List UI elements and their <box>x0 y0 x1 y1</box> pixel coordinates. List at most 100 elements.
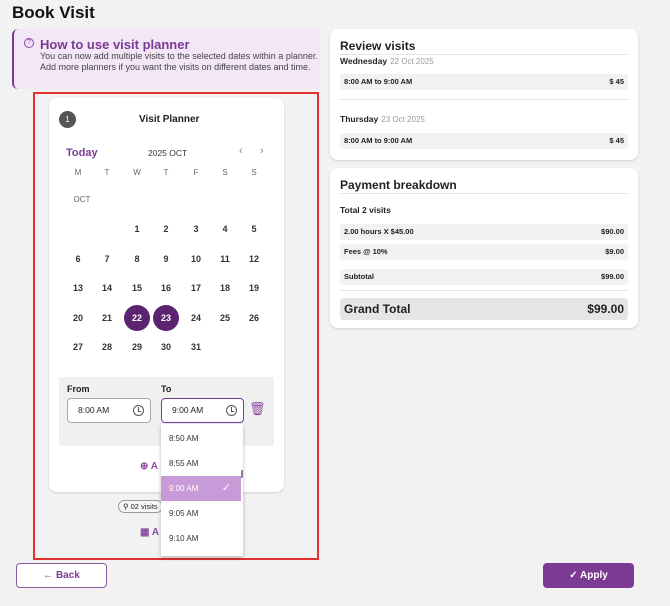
payment-line: 2.00 hours X $45.00 $90.00 <box>340 224 628 240</box>
grand-total-value: $99.00 <box>587 302 624 316</box>
today-button[interactable]: Today <box>66 147 98 159</box>
calendar-day[interactable]: 23 <box>153 304 179 331</box>
clock-icon[interactable] <box>133 405 144 416</box>
calendar-day[interactable]: 31 <box>190 342 201 352</box>
info-banner: ? How to use visit planner You can now a… <box>12 29 320 89</box>
calendar-day[interactable]: 30 <box>160 342 171 352</box>
calendar-day[interactable]: 16 <box>160 283 171 293</box>
add-planner-button[interactable]: ▦ A <box>140 527 159 538</box>
calendar-day[interactable]: 25 <box>219 312 230 323</box>
calendar-add-icon: ▦ <box>140 527 150 538</box>
to-time-input[interactable]: 9:00 AM <box>161 398 244 423</box>
payment-line: Subtotal $99.00 <box>340 269 628 285</box>
apply-label: Apply <box>580 570 608 581</box>
calendar-day[interactable]: 8 <box>134 253 140 264</box>
weekday-header: S <box>222 168 228 177</box>
payment-line: Fees @ 10% $9.00 <box>340 244 628 260</box>
review-day: Wednesday 22 Oct 2025 <box>340 56 434 66</box>
from-time-input[interactable]: 8:00 AM <box>67 398 151 423</box>
back-label: Back <box>55 570 80 581</box>
calendar-day[interactable]: 5 <box>251 224 257 234</box>
check-icon: ✓ <box>569 570 578 581</box>
payment-title: Payment breakdown <box>340 178 457 192</box>
calendar-day[interactable]: 19 <box>248 283 259 293</box>
calendar-day[interactable]: 24 <box>190 312 201 323</box>
line-value: $9.00 <box>605 247 624 256</box>
prev-month-icon[interactable]: ‹ <box>239 145 243 157</box>
time-option[interactable]: 9:00 AM ✓ <box>161 476 241 501</box>
line-value: $90.00 <box>601 227 624 236</box>
grand-total-label: Grand Total <box>344 302 411 316</box>
apply-button[interactable]: ✓ Apply <box>543 563 634 588</box>
review-day-date: 22 Oct 2025 <box>390 57 434 66</box>
calendar-day[interactable]: 7 <box>104 253 110 264</box>
weekday-header: T <box>163 168 169 177</box>
divider <box>340 193 628 194</box>
info-title: How to use visit planner <box>40 37 190 52</box>
time-option[interactable]: 8:55 AM <box>169 459 199 468</box>
calendar-day[interactable]: 2 <box>163 224 169 234</box>
time-option[interactable]: 9:10 AM <box>169 534 199 543</box>
weekday-header: M <box>74 168 82 177</box>
calendar-day[interactable]: 11 <box>220 253 230 264</box>
time-option[interactable]: 8:50 AM <box>169 434 199 443</box>
calendar-day[interactable]: 15 <box>131 283 142 293</box>
grand-total-row: Grand Total $99.00 <box>340 298 628 320</box>
calendar-day[interactable]: 29 <box>131 342 142 352</box>
add-planner-label: A <box>151 527 160 538</box>
calendar-day[interactable]: 4 <box>222 224 228 234</box>
add-visit-label: A <box>150 461 159 472</box>
weekday-header: S <box>251 168 257 177</box>
to-label: To <box>161 384 172 394</box>
add-visit-button[interactable]: ⊕ A <box>140 461 159 472</box>
divider <box>340 290 628 291</box>
review-day-date: 23 Oct 2025 <box>381 115 425 124</box>
calendar-day[interactable]: 6 <box>75 253 81 264</box>
calendar-day[interactable]: 18 <box>219 283 230 293</box>
month-label: 2025 OCT <box>148 148 188 158</box>
visits-count: 02 visits <box>130 502 158 511</box>
calendar-day[interactable]: 12 <box>248 253 259 264</box>
dropdown-scrollbar[interactable] <box>241 470 243 478</box>
calendar-day[interactable]: 26 <box>248 312 259 323</box>
divider <box>340 99 628 100</box>
visit-price: $ 45 <box>609 77 624 86</box>
review-day-name: Thursday <box>340 114 379 124</box>
to-time-value: 9:00 AM <box>172 405 204 415</box>
trash-icon[interactable]: 🗑 <box>249 401 266 416</box>
calendar-day[interactable]: 27 <box>72 342 83 352</box>
visit-time: 8:00 AM to 9:00 AM <box>344 136 413 145</box>
back-button[interactable]: ← Back <box>16 563 107 588</box>
time-dropdown: 8:50 AM 8:55 AM 9:00 AM ✓ 9:05 AM 9:10 AM <box>161 424 243 556</box>
review-title: Review visits <box>340 39 416 53</box>
next-month-icon[interactable]: › <box>260 145 264 157</box>
visit-time: 8:00 AM to 9:00 AM <box>344 77 413 86</box>
time-option[interactable]: 9:05 AM <box>169 509 199 518</box>
calendar-day[interactable]: 10 <box>190 253 201 264</box>
from-time-value: 8:00 AM <box>78 405 110 415</box>
divider <box>340 54 628 55</box>
calendar-day[interactable]: 13 <box>72 283 83 293</box>
calendar-day[interactable]: 21 <box>101 312 112 323</box>
info-text: You can now add multiple visits to the s… <box>40 51 318 72</box>
line-label: Fees @ 10% <box>344 247 388 256</box>
planner-number: 1 <box>59 111 76 128</box>
calendar-day[interactable]: 1 <box>134 224 140 234</box>
review-day: Thursday 23 Oct 2025 <box>340 114 425 124</box>
calendar-day[interactable]: 3 <box>193 224 199 234</box>
calendar-day[interactable]: 9 <box>163 253 169 264</box>
review-visit-row: 8:00 AM to 9:00 AM $ 45 <box>340 133 628 149</box>
weekday-header: F <box>193 168 199 177</box>
calendar-day[interactable]: 28 <box>101 342 112 352</box>
calendar-day[interactable]: 17 <box>190 283 201 293</box>
visit-price: $ 45 <box>609 136 624 145</box>
from-label: From <box>67 384 90 394</box>
calendar-day[interactable]: 22 <box>124 304 150 331</box>
clock-icon[interactable] <box>226 405 237 416</box>
calendar-day[interactable]: 14 <box>101 283 112 293</box>
highlight-box <box>33 92 319 560</box>
calendar-day[interactable]: 20 <box>72 312 83 323</box>
visits-chip: ⚲ 02 visits <box>118 500 163 513</box>
payment-breakdown-card: Payment breakdown Total 2 visits 2.00 ho… <box>330 168 638 328</box>
help-icon: ? <box>24 38 34 48</box>
